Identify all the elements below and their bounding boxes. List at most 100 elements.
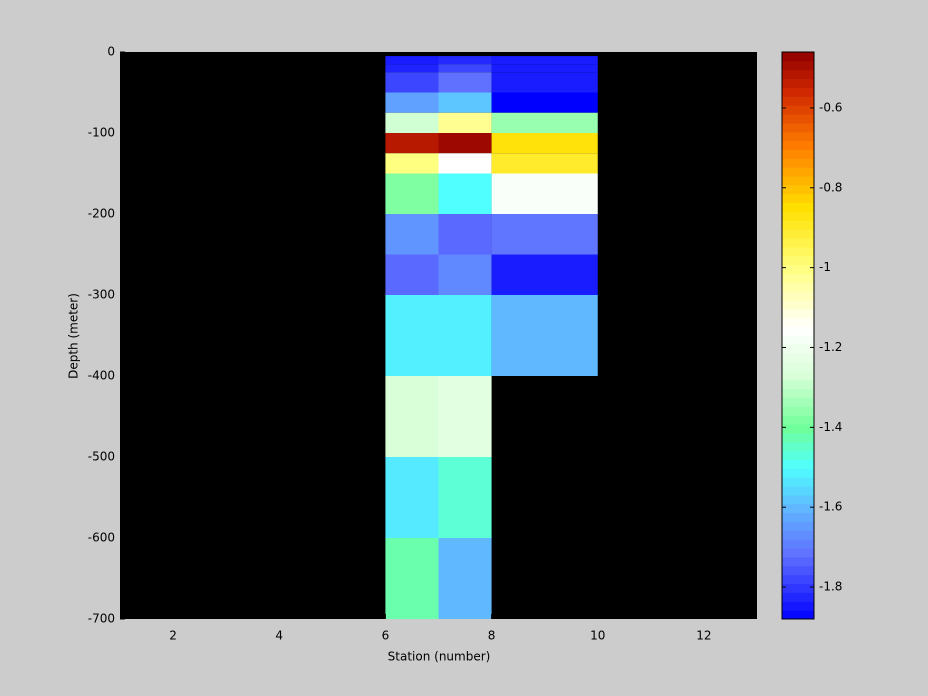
colorbar-band [782, 300, 814, 310]
heatmap-cell [385, 457, 439, 538]
colorbar-band [782, 388, 814, 399]
colorbar-band [782, 512, 814, 523]
y-axis-label: Depth (meter) [67, 293, 81, 379]
colorbar-band [782, 406, 814, 416]
heatmap-cell [385, 254, 439, 295]
heatmap-cell [385, 56, 439, 65]
heatmap-cell [438, 295, 492, 376]
colorbar-band [782, 158, 814, 168]
colorbar-band [782, 556, 814, 567]
heatmap-cell [491, 254, 598, 295]
colorbar-band [782, 441, 814, 452]
heatmap-cell [438, 376, 492, 457]
colorbar-band [782, 211, 814, 221]
colorbar-tick-label: -0.8 [819, 180, 842, 194]
colorbar-band [782, 114, 814, 124]
colorbar-band [782, 131, 814, 142]
heatmap-cell [385, 214, 439, 255]
colorbar-band [782, 486, 814, 496]
heatmap-cell [491, 112, 598, 133]
colorbar-band [782, 167, 814, 177]
colorbar-band [782, 52, 814, 62]
heatmap-cell [438, 64, 492, 73]
colorbar-tick-label: -1.6 [819, 500, 842, 514]
y-tick-label: -100 [88, 126, 115, 140]
colorbar-tick-label: -1.2 [819, 340, 842, 354]
x-tick-label: 10 [590, 629, 605, 643]
heatmap-cell [491, 295, 598, 376]
y-tick-label: -300 [88, 288, 115, 302]
colorbar-band [782, 548, 814, 558]
x-axis-label: Station (number) [388, 650, 491, 664]
colorbar-band [782, 530, 814, 540]
colorbar-band [782, 379, 814, 390]
colorbar-band [782, 238, 814, 248]
heatmap-cell [385, 173, 439, 214]
heatmap-cell [385, 64, 439, 73]
heatmap-cell [438, 254, 492, 295]
heatmap-cell [438, 56, 492, 65]
heatmap-cell [491, 173, 598, 214]
colorbar-band [782, 424, 814, 434]
colorbar-band [782, 246, 814, 257]
colorbar-band [782, 432, 814, 443]
y-tick-label: 0 [107, 45, 115, 59]
heatmap-cell [438, 538, 492, 619]
heatmap-cell [385, 295, 439, 376]
heatmap-cell [491, 64, 598, 73]
colorbar-band [782, 229, 814, 239]
colorbar-band [782, 220, 814, 230]
colorbar-band [782, 69, 814, 80]
heatmap-cell [491, 72, 598, 93]
colorbar-band [782, 317, 814, 328]
colorbar-band [782, 539, 814, 549]
colorbar-band [782, 468, 814, 478]
colorbar-band [782, 503, 814, 514]
colorbar-band [782, 184, 814, 195]
heatmap-cell [385, 153, 439, 174]
colorbar-band [782, 344, 814, 354]
colorbar-tick-label: -1 [819, 260, 831, 274]
colorbar-band [782, 176, 814, 186]
heatmap-cell [385, 72, 439, 93]
x-tick-label: 4 [275, 629, 283, 643]
heatmap-cell [438, 214, 492, 255]
heatmap-cell [438, 153, 492, 174]
heatmap-cell [438, 112, 492, 133]
colorbar-tick-label: -0.6 [819, 100, 842, 114]
heatmap-cell [385, 112, 439, 133]
heatmap-cell [438, 72, 492, 93]
heatmap-cell [438, 173, 492, 214]
colorbar-band [782, 308, 814, 319]
y-tick-label: -200 [88, 207, 115, 221]
colorbar-band [782, 105, 814, 115]
x-tick-label: 6 [382, 629, 390, 643]
heatmap-cell [491, 153, 598, 174]
x-tick-label: 2 [169, 629, 177, 643]
colorbar-band [782, 415, 814, 425]
x-tick-label: 12 [696, 629, 711, 643]
colorbar-band [782, 96, 814, 106]
heatmap-cell [438, 133, 492, 154]
y-tick-label: -600 [88, 531, 115, 545]
colorbar-band [782, 335, 814, 345]
colorbar-band [782, 282, 814, 292]
colorbar-band [782, 397, 814, 407]
colorbar-band [782, 610, 814, 620]
colorbar-band [782, 273, 814, 283]
heatmap-cell [385, 92, 439, 113]
colorbar-band [782, 122, 814, 133]
colorbar-band [782, 291, 814, 301]
colorbar-band [782, 149, 814, 159]
colorbar-frame [781, 51, 815, 620]
colorbar-band [782, 565, 814, 576]
colorbar-band [782, 193, 814, 204]
x-tick-label: 8 [488, 629, 496, 643]
colorbar-band [782, 140, 814, 150]
heatmap-cell [491, 56, 598, 65]
colorbar-band [782, 601, 814, 611]
heatmap-cell [491, 92, 598, 113]
heatmap-cell [438, 457, 492, 538]
heatmap-cell [385, 538, 439, 619]
